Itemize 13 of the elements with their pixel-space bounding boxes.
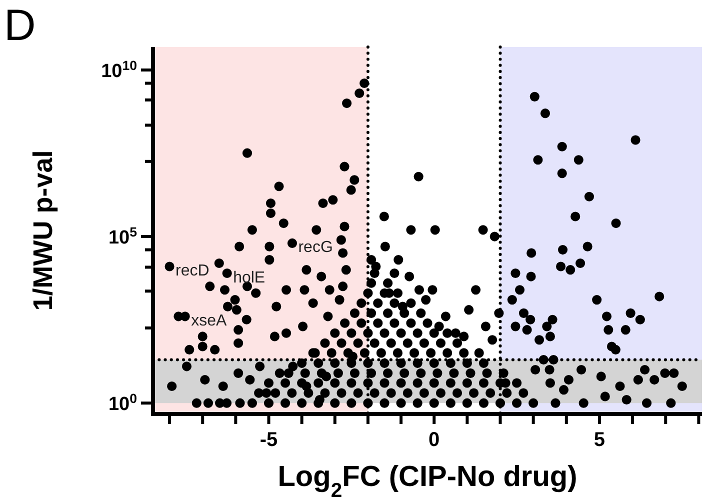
annotation: recG [298,239,333,256]
y-tick-label: 10$^{0}$ [108,390,137,416]
chart-title: D [4,1,36,50]
x-axis-title: Log$_{2}$FC (CIP-No drug) [278,461,578,502]
y-axis-title: 1/MWU p-val [28,150,58,311]
x-tick-label: 0 [428,429,440,451]
annotation: holE [233,269,266,286]
y-tick-label: 10$^{5}$ [108,224,138,249]
x-tick-label: -5 [260,429,278,451]
x-tick-label: 5 [594,429,606,451]
annotation: xseA [191,312,227,330]
y-tick-label: 10$^{10}$ [101,57,137,82]
annotation: recD [176,262,210,280]
